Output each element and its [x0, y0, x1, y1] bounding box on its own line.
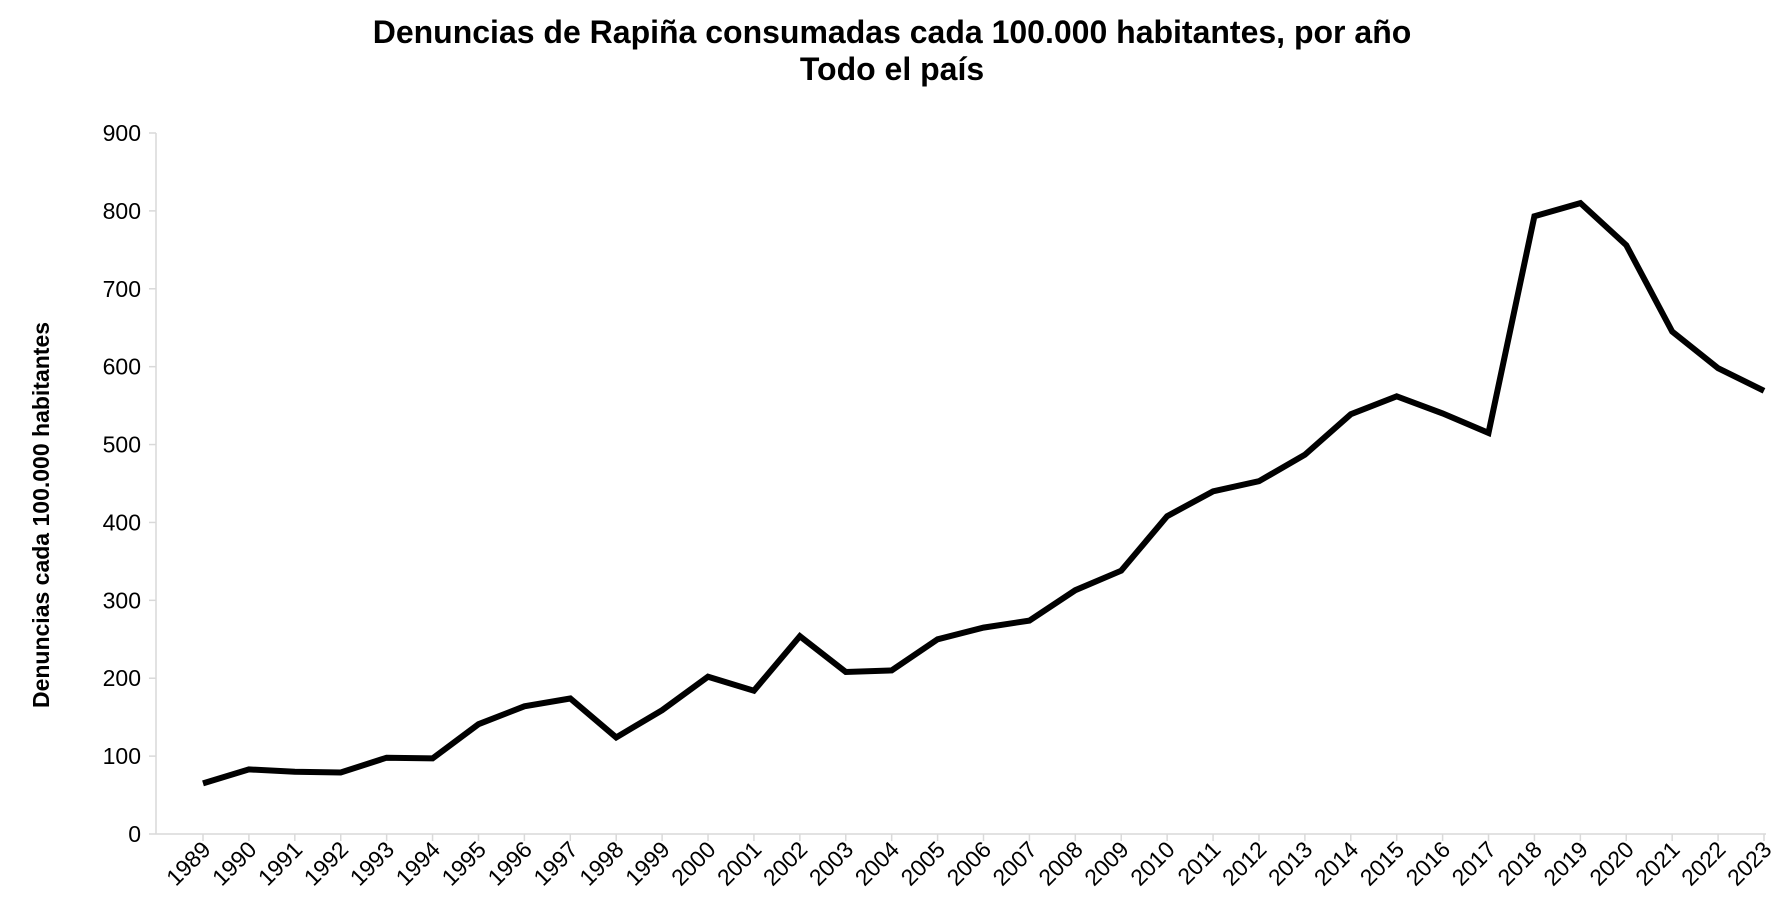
x-tick-label: 2007 [987, 836, 1042, 891]
y-tick-label: 200 [103, 665, 141, 691]
y-tick-label: 300 [103, 587, 141, 613]
x-tick-label: 1990 [207, 836, 262, 891]
x-tick-label: 2014 [1309, 836, 1364, 891]
x-tick-label: 2002 [758, 836, 813, 891]
x-tick-label: 1989 [161, 836, 216, 891]
y-tick-label: 800 [103, 198, 141, 224]
chart-title-block: Denuncias de Rapiña consumadas cada 100.… [0, 14, 1784, 88]
x-tick-label: 2005 [896, 836, 951, 891]
y-axis-label: Denuncias cada 100.000 habitantes [28, 322, 54, 708]
x-tick-label: 1998 [574, 836, 629, 891]
y-tick-label: 600 [103, 354, 141, 380]
y-tick-label: 700 [103, 276, 141, 302]
x-axis-ticks: 1989199019911992199319941995199619971998… [161, 834, 1777, 891]
x-tick-label: 2011 [1172, 836, 1225, 889]
series-line-0 [202, 199, 1766, 787]
x-tick-label: 1992 [299, 836, 354, 891]
x-tick-label: 2021 [1630, 836, 1685, 891]
x-tick-label: 2006 [941, 836, 996, 891]
x-tick-label: 2018 [1492, 836, 1547, 891]
x-tick-label: 2019 [1538, 836, 1593, 891]
chart-subtitle: Todo el país [799, 51, 985, 87]
x-tick-label: 2020 [1584, 836, 1639, 891]
x-tick-label: 2022 [1676, 836, 1731, 891]
x-tick-label: 2001 [712, 836, 767, 891]
x-tick-label: 1991 [253, 836, 308, 891]
x-tick-label: 2003 [804, 836, 859, 891]
y-tick-label: 900 [103, 120, 141, 146]
y-tick-label: 100 [103, 743, 141, 769]
series-group [202, 199, 1766, 787]
y-axis-ticks: 0 100 200 300 400 500 600 700 800 900 [103, 120, 156, 847]
x-tick-label: 2013 [1263, 836, 1318, 891]
axes [155, 133, 1766, 835]
x-tick-label: 1995 [436, 836, 491, 891]
x-tick-label: 2004 [850, 836, 905, 891]
x-tick-label: 2010 [1125, 836, 1180, 891]
x-tick-label: 2000 [666, 836, 721, 891]
x-tick-label: 2009 [1079, 836, 1134, 891]
chart-title: Denuncias de Rapiña consumadas cada 100.… [372, 14, 1412, 50]
y-tick-label: 500 [103, 432, 141, 458]
x-tick-label: 2023 [1722, 836, 1777, 891]
x-tick-label: 2016 [1401, 836, 1456, 891]
x-tick-label: 1994 [391, 836, 446, 891]
x-tick-label: 2008 [1033, 836, 1088, 891]
x-tick-label: 1993 [345, 836, 400, 891]
x-tick-label: 2015 [1355, 836, 1410, 891]
y-axis-label-group: Denuncias cada 100.000 habitantes [28, 322, 54, 708]
y-tick-label: 0 [128, 821, 141, 847]
x-tick-label: 1999 [620, 836, 675, 891]
x-tick-label: 2017 [1446, 836, 1501, 891]
y-tick-label: 400 [103, 509, 141, 535]
x-tick-label: 1997 [528, 836, 583, 891]
x-tick-label: 1996 [482, 836, 537, 891]
x-tick-label: 2012 [1217, 836, 1272, 891]
